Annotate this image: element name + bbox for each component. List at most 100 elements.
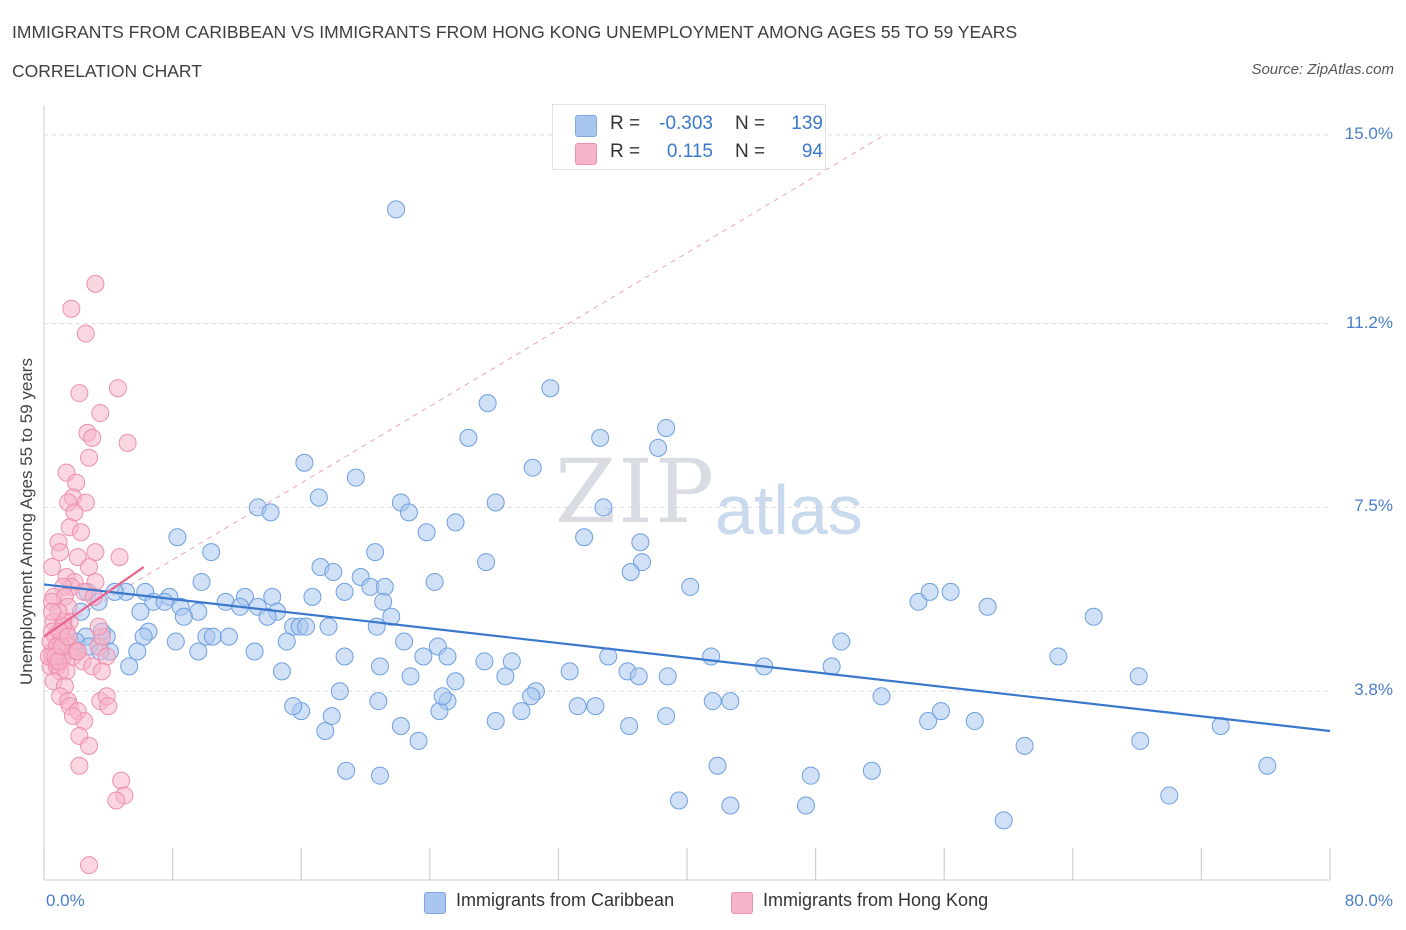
data-point-hongkong	[49, 652, 68, 671]
data-point-caribbean	[324, 563, 343, 582]
data-point-hongkong	[76, 493, 95, 512]
data-point-caribbean	[594, 498, 613, 517]
data-point-caribbean	[1160, 786, 1179, 805]
data-point-hongkong	[62, 299, 81, 318]
bottom-legend-swatch-caribbean	[424, 892, 446, 914]
data-point-caribbean	[512, 702, 531, 721]
legend-swatch-hongkong	[575, 143, 597, 165]
watermark-zip: ZIP	[555, 440, 717, 543]
data-point-hongkong	[89, 617, 108, 636]
trendline-caribbean	[43, 583, 1331, 733]
data-point-caribbean	[669, 791, 688, 810]
legend-n-label: N =	[735, 141, 766, 162]
bottom-legend-label-hongkong: Immigrants from Hong Kong	[763, 890, 989, 910]
data-point-caribbean	[586, 697, 605, 716]
trendline-hongkong	[43, 566, 145, 638]
data-point-caribbean	[629, 667, 648, 686]
data-point-hongkong	[70, 384, 89, 403]
data-point-caribbean	[523, 458, 542, 477]
data-point-caribbean	[941, 582, 960, 601]
data-point-caribbean	[387, 200, 406, 219]
data-point-hongkong	[51, 543, 70, 562]
data-point-hongkong	[110, 548, 129, 567]
x-tick-label-max: 80.0%	[1344, 891, 1393, 910]
data-point-hongkong	[71, 523, 90, 542]
data-point-caribbean	[658, 667, 677, 686]
data-point-caribbean	[822, 657, 841, 676]
data-point-caribbean	[708, 756, 727, 775]
data-point-caribbean	[295, 453, 314, 472]
data-point-caribbean	[541, 379, 560, 398]
bottom-legend-swatch-hongkong	[731, 892, 753, 914]
data-point-caribbean	[657, 418, 676, 437]
y-axis-label-wrap: Unemployment Among Ages 55 to 59 years	[17, 300, 39, 685]
data-point-caribbean	[272, 662, 291, 681]
data-point-hongkong	[63, 707, 82, 726]
y-tick-label: 15.0%	[1344, 123, 1393, 143]
chart-title: IMMIGRANTS FROM CARIBBEAN VS IMMIGRANTS …	[12, 22, 1018, 42]
data-point-caribbean	[166, 632, 185, 651]
data-point-caribbean	[446, 672, 465, 691]
data-point-caribbean	[965, 712, 984, 731]
data-point-caribbean	[703, 692, 722, 711]
data-point-caribbean	[417, 523, 436, 542]
data-point-caribbean	[430, 702, 449, 721]
data-point-caribbean	[263, 587, 282, 606]
legend-swatch-caribbean	[575, 115, 597, 137]
data-point-caribbean	[994, 811, 1013, 830]
y-axis-label: Unemployment Among Ages 55 to 59 years	[17, 358, 36, 685]
data-point-caribbean	[862, 761, 881, 780]
legend-r-value-caribbean: -0.303	[659, 113, 713, 134]
data-point-caribbean	[245, 642, 264, 661]
data-point-hongkong	[108, 379, 127, 398]
data-point-caribbean	[591, 428, 610, 447]
legend-n-value-hongkong: 94	[801, 141, 823, 162]
bottom-legend-caribbean: Immigrants from Caribbean	[424, 890, 714, 916]
data-point-hongkong	[70, 756, 89, 775]
data-point-caribbean	[621, 563, 640, 582]
data-point-caribbean	[395, 632, 414, 651]
data-point-caribbean	[174, 607, 193, 626]
data-point-caribbean	[189, 642, 208, 661]
legend-r-label: R =	[610, 113, 641, 134]
data-point-caribbean	[134, 627, 153, 646]
data-point-caribbean	[931, 702, 950, 721]
data-point-caribbean	[909, 592, 928, 611]
data-point-caribbean	[502, 652, 521, 671]
data-point-caribbean	[346, 468, 365, 487]
data-point-hongkong	[59, 627, 78, 646]
data-point-hongkong	[107, 791, 126, 810]
data-point-caribbean	[801, 766, 820, 785]
data-point-caribbean	[369, 692, 388, 711]
correlation-legend: R = -0.303 N = 139 R = 0.115 N = 94	[552, 104, 826, 170]
data-point-caribbean	[322, 707, 341, 726]
data-point-caribbean	[374, 592, 393, 611]
data-point-hongkong	[80, 448, 99, 467]
data-point-caribbean	[486, 493, 505, 512]
data-point-caribbean	[284, 697, 303, 716]
data-point-caribbean	[475, 652, 494, 671]
data-point-caribbean	[649, 438, 668, 457]
data-point-hongkong	[91, 404, 110, 423]
data-point-caribbean	[1129, 667, 1148, 686]
legend-n-label: N =	[735, 113, 766, 134]
legend-n-value-caribbean: 139	[791, 113, 823, 134]
data-point-caribbean	[258, 607, 277, 626]
data-point-caribbean	[425, 572, 444, 591]
data-point-hongkong	[43, 558, 62, 577]
data-point-hongkong	[112, 771, 131, 790]
data-point-hongkong	[83, 428, 102, 447]
data-point-caribbean	[414, 647, 433, 666]
data-point-hongkong	[80, 558, 99, 577]
data-point-caribbean	[496, 667, 515, 686]
data-point-caribbean	[478, 394, 497, 413]
data-point-caribbean	[920, 582, 939, 601]
data-point-caribbean	[309, 488, 328, 507]
data-point-caribbean	[486, 712, 505, 731]
data-point-caribbean	[409, 731, 428, 750]
data-point-hongkong	[65, 503, 84, 522]
data-point-caribbean	[382, 607, 401, 626]
data-point-caribbean	[702, 647, 721, 666]
x-tick-label-min: 0.0%	[46, 891, 85, 910]
